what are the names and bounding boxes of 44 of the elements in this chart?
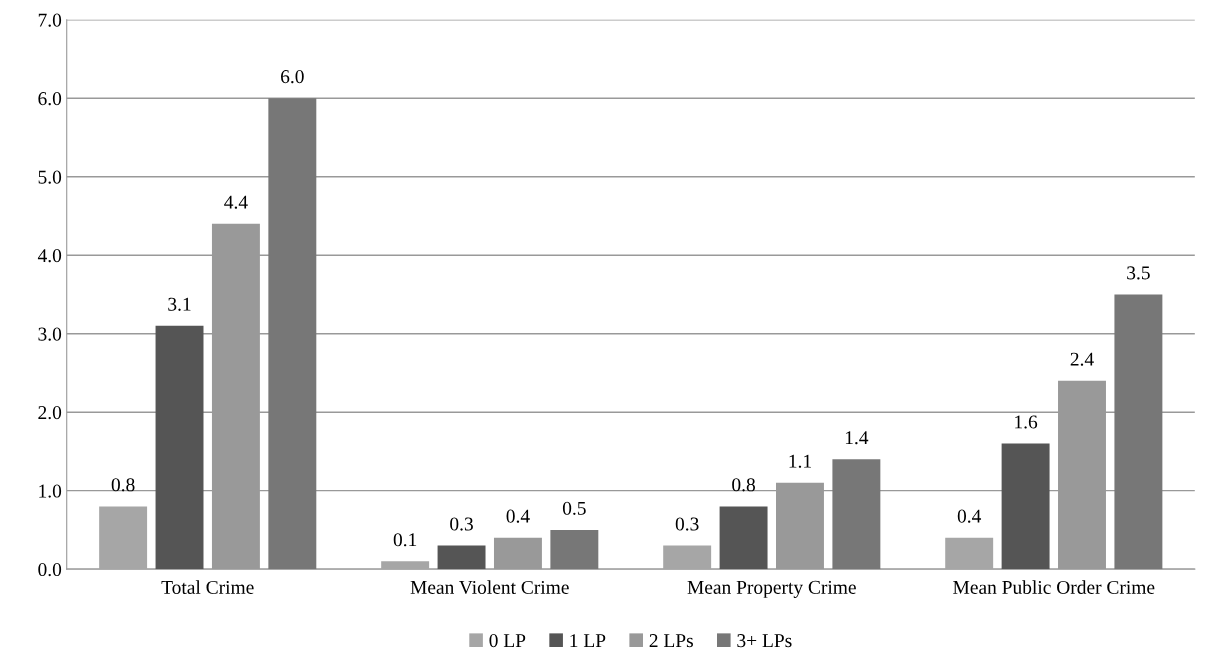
bar [437, 545, 486, 570]
y-tick-label: 0.0 [38, 562, 62, 577]
x-tick-label: Mean Property Crime [687, 580, 856, 598]
bar [945, 537, 994, 570]
data-label: 4.4 [224, 195, 248, 209]
bar [832, 459, 881, 570]
y-tick-label: 6.0 [38, 92, 62, 106]
legend-label: 1 LP [570, 634, 606, 647]
data-label: 0.4 [957, 509, 982, 523]
legend-label: 2 LPs [649, 634, 693, 648]
legend-label: 3+ LPs [737, 634, 792, 648]
data-label: 0.3 [675, 517, 699, 531]
bar [550, 529, 599, 570]
data-label: 3.5 [1127, 266, 1150, 280]
y-tick-label: 7.0 [38, 13, 62, 27]
bar [99, 506, 148, 570]
x-tick-label: Mean Public Order Crime [953, 580, 1155, 594]
y-tick-label: 5.0 [38, 170, 62, 184]
data-label: 0.8 [732, 478, 755, 492]
data-label: 1.6 [1015, 415, 1038, 429]
bar [719, 506, 768, 570]
data-label: 1.4 [845, 431, 869, 445]
data-label: 0.5 [562, 501, 586, 515]
y-tick-label: 3.0 [38, 327, 62, 341]
y-tick-label: 1.0 [39, 484, 62, 498]
bar [1001, 443, 1050, 570]
data-label: 0.8 [111, 478, 135, 492]
bar [381, 561, 430, 570]
bar [663, 545, 712, 570]
data-label: 0.4 [506, 509, 530, 523]
legend-label: 0 LP [489, 634, 526, 648]
data-label: 2.4 [1070, 352, 1094, 366]
bar [268, 98, 317, 570]
data-label: 6.0 [281, 70, 304, 84]
bar [1114, 294, 1163, 570]
y-tick-label: 4.0 [37, 249, 62, 263]
y-tick-label: 2.0 [38, 406, 62, 420]
x-tick-label: Total Crime [161, 580, 254, 594]
bar [155, 325, 204, 570]
data-label: 0.3 [450, 517, 473, 531]
data-label: 1.1 [789, 454, 811, 468]
data-label: 0.1 [393, 533, 417, 547]
x-tick-label: Mean Violent Crime [410, 580, 569, 595]
data-label: 3.1 [168, 297, 191, 311]
